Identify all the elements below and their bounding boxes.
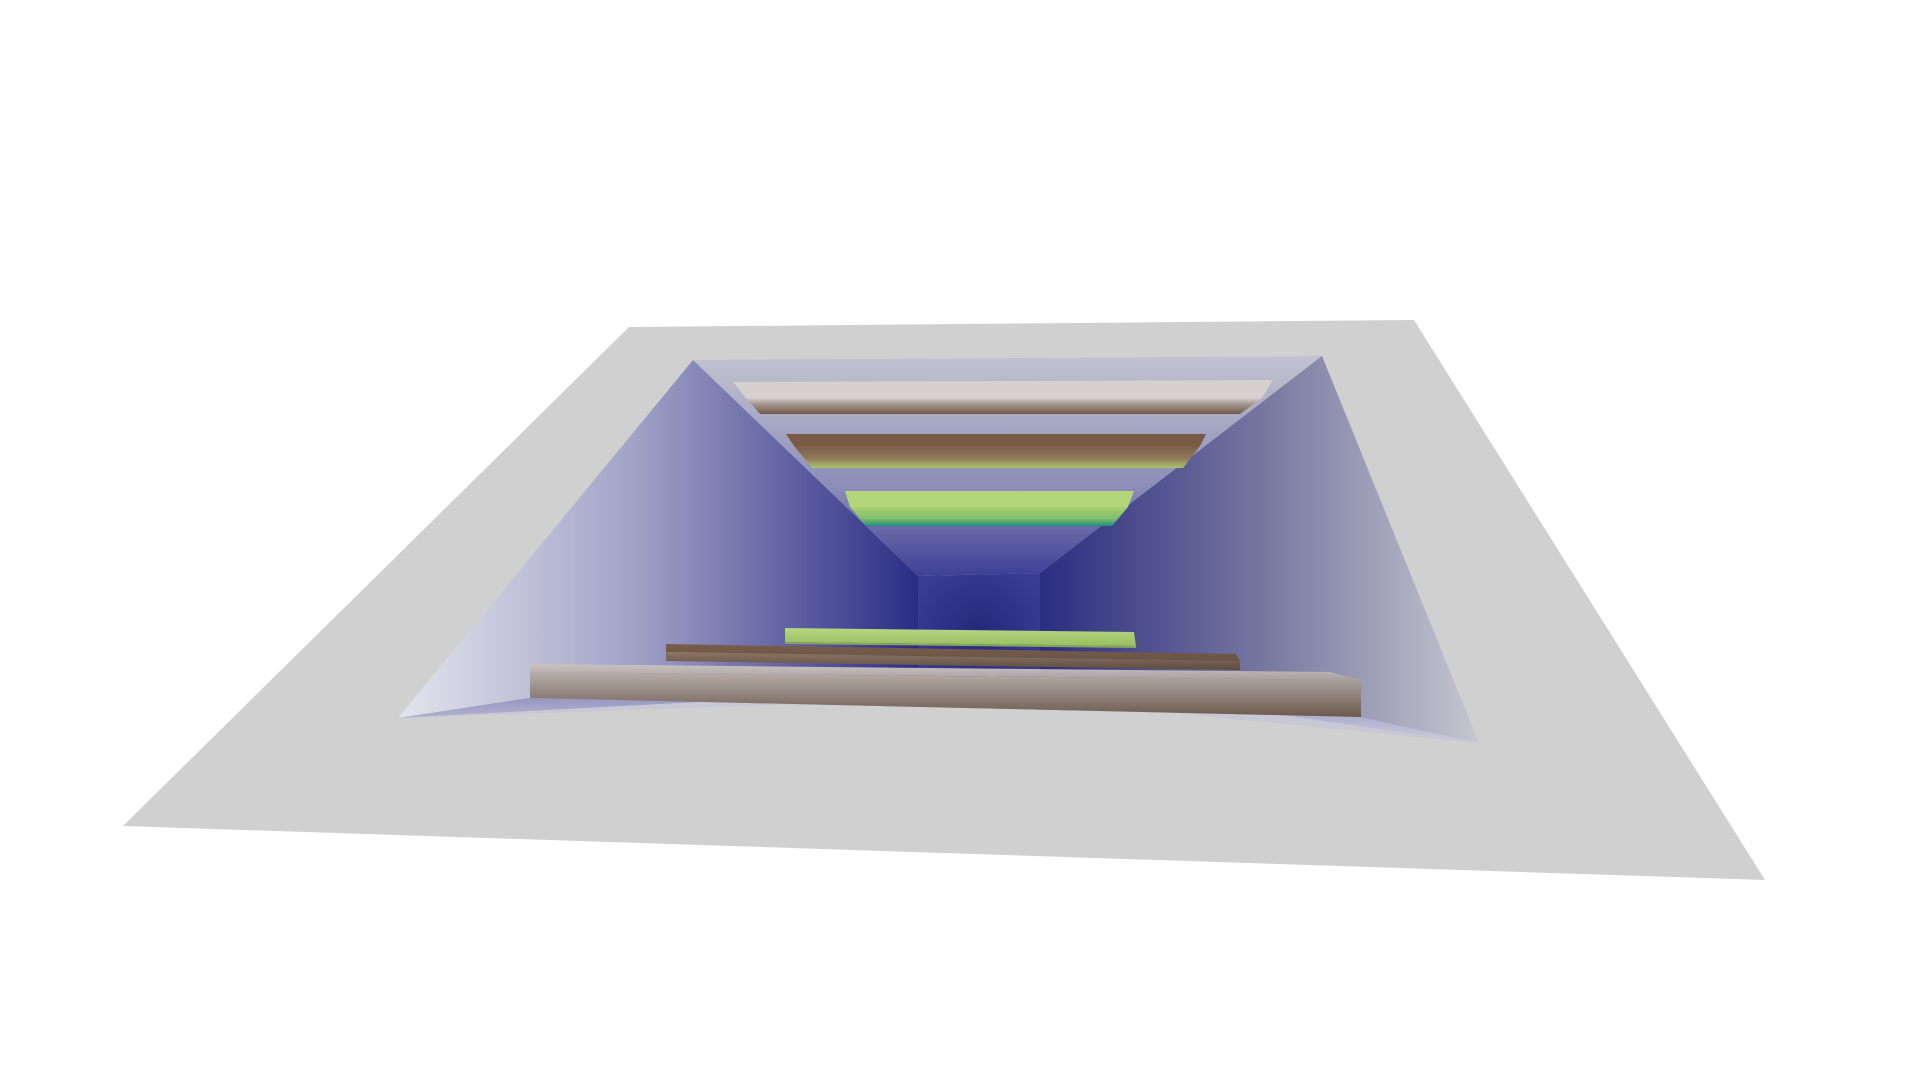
lower-step-green <box>785 628 1136 648</box>
pit-right-wall <box>1040 356 1479 743</box>
upper-ledge-2 <box>786 434 1206 468</box>
lower-step-brown <box>666 644 1240 670</box>
upper-ledge-1 <box>733 380 1273 414</box>
upper-ledge-3 <box>845 491 1134 526</box>
lower-step-light <box>530 664 1361 717</box>
